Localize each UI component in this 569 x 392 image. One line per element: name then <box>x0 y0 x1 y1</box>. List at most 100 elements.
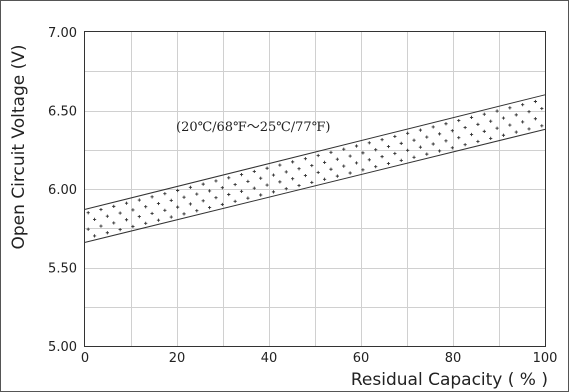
band-fill-mark <box>322 160 327 164</box>
band-fill-mark <box>214 179 218 183</box>
band-fill-mark <box>163 208 167 212</box>
band-fill-mark <box>163 192 167 196</box>
band-fill-mark <box>144 221 148 225</box>
band-fill-mark <box>469 115 474 119</box>
band-fill-mark <box>482 112 486 116</box>
band-fill-mark <box>105 231 109 235</box>
band-fill-mark <box>540 124 544 128</box>
band-fill-mark <box>450 146 454 150</box>
y-tick-label: 7.00 <box>48 26 77 41</box>
x-tick-label: 40 <box>261 351 278 366</box>
band-fill-mark <box>105 214 109 218</box>
band-fill-mark <box>476 139 480 144</box>
band-fill-mark <box>214 196 218 200</box>
band-fill-mark <box>265 166 269 170</box>
band-fill-mark <box>374 165 378 169</box>
band-fill-mark <box>137 215 141 219</box>
band-fill-mark <box>201 182 205 186</box>
band-fill-mark <box>495 126 499 130</box>
band-fill-mark <box>418 128 423 132</box>
y-tick-label: 5.50 <box>48 262 77 277</box>
band-fill-mark <box>380 155 384 159</box>
band-fill-mark <box>118 211 122 215</box>
band-fill-mark <box>457 118 461 123</box>
x-tick-label: 80 <box>445 351 462 366</box>
band-fill-mark <box>361 168 365 172</box>
band-fill-mark <box>297 167 301 171</box>
band-fill-mark <box>348 154 352 158</box>
band-fill-mark <box>335 157 339 161</box>
band-fill-mark <box>367 141 371 145</box>
band-fill-mark <box>227 192 231 197</box>
band-fill-mark <box>99 224 103 228</box>
band-fill-mark <box>450 129 454 133</box>
band-fill-mark <box>329 167 333 171</box>
band-fill-mark <box>278 163 282 167</box>
y-tick-label: 6.00 <box>48 183 77 198</box>
y-tick-label: 6.50 <box>48 105 77 120</box>
band-fill-mark <box>489 119 493 123</box>
band-fill-mark <box>386 161 391 166</box>
band-fill-mark <box>521 103 525 107</box>
band-fill-mark <box>316 170 320 175</box>
band-fill-mark <box>291 160 295 164</box>
band-fill-mark <box>265 183 269 187</box>
band-fill-mark <box>86 211 90 215</box>
band-fill-mark <box>169 198 173 202</box>
band-fill-mark <box>259 176 263 180</box>
band-fill-mark <box>463 143 467 147</box>
band-fill-mark <box>271 190 276 194</box>
y-tick-label: 5.00 <box>48 340 77 355</box>
band-fill-mark <box>144 205 148 209</box>
band-fill-mark <box>457 136 461 140</box>
band-fill-mark <box>284 170 288 174</box>
band-fill-mark <box>86 227 90 231</box>
band-fill-mark <box>131 208 135 212</box>
band-fill-mark <box>156 201 161 206</box>
band-fill-mark <box>469 132 474 137</box>
plot-area <box>84 31 546 347</box>
band-upper-line <box>84 94 546 210</box>
band-fill-mark <box>156 218 161 222</box>
x-tick-label: 0 <box>81 351 89 366</box>
band-fill-mark <box>278 180 282 184</box>
band-fill-mark <box>399 141 403 145</box>
band-fill-mark <box>252 169 256 174</box>
band-lower-line <box>84 128 546 243</box>
band-fill-mark <box>393 134 397 139</box>
band-fill-mark <box>118 228 122 232</box>
x-axis-title: Residual Capacity ( % ) <box>351 370 548 390</box>
grid-lines <box>85 32 545 346</box>
band-fill-mark <box>367 158 371 162</box>
band-fill-mark <box>508 123 512 127</box>
band-fill-mark <box>124 201 129 205</box>
band-fill-mark <box>207 189 212 193</box>
band-fill-mark <box>239 172 244 177</box>
band-fill-mark <box>329 150 333 154</box>
band-fill-mark <box>431 125 435 129</box>
x-tick-label: 20 <box>169 351 186 366</box>
band-fill-mark <box>437 149 442 153</box>
band-fill-mark <box>533 117 538 121</box>
band-fill-mark <box>444 139 448 143</box>
band-fill-mark <box>431 142 435 146</box>
band-fill-mark <box>354 161 359 165</box>
band-fill-mark <box>239 189 244 193</box>
band-fill-mark <box>489 136 493 140</box>
band-fill-mark <box>399 158 403 163</box>
band-fill-mark <box>463 125 467 130</box>
band-fill-mark <box>176 205 180 209</box>
band-fill-mark <box>361 151 365 155</box>
band-fill-mark <box>482 129 486 133</box>
band-fill-mark <box>169 215 173 219</box>
band-fill-mark <box>527 110 531 114</box>
band-fill-mark <box>406 148 410 152</box>
band-fill-mark <box>124 218 129 222</box>
band-fill-mark <box>207 205 212 210</box>
y-axis-title: Open Circuit Voltage (V) <box>9 45 29 250</box>
band-fill-mark <box>322 177 327 181</box>
band-fill-mark <box>374 148 378 152</box>
band-fill-mark <box>112 221 116 225</box>
